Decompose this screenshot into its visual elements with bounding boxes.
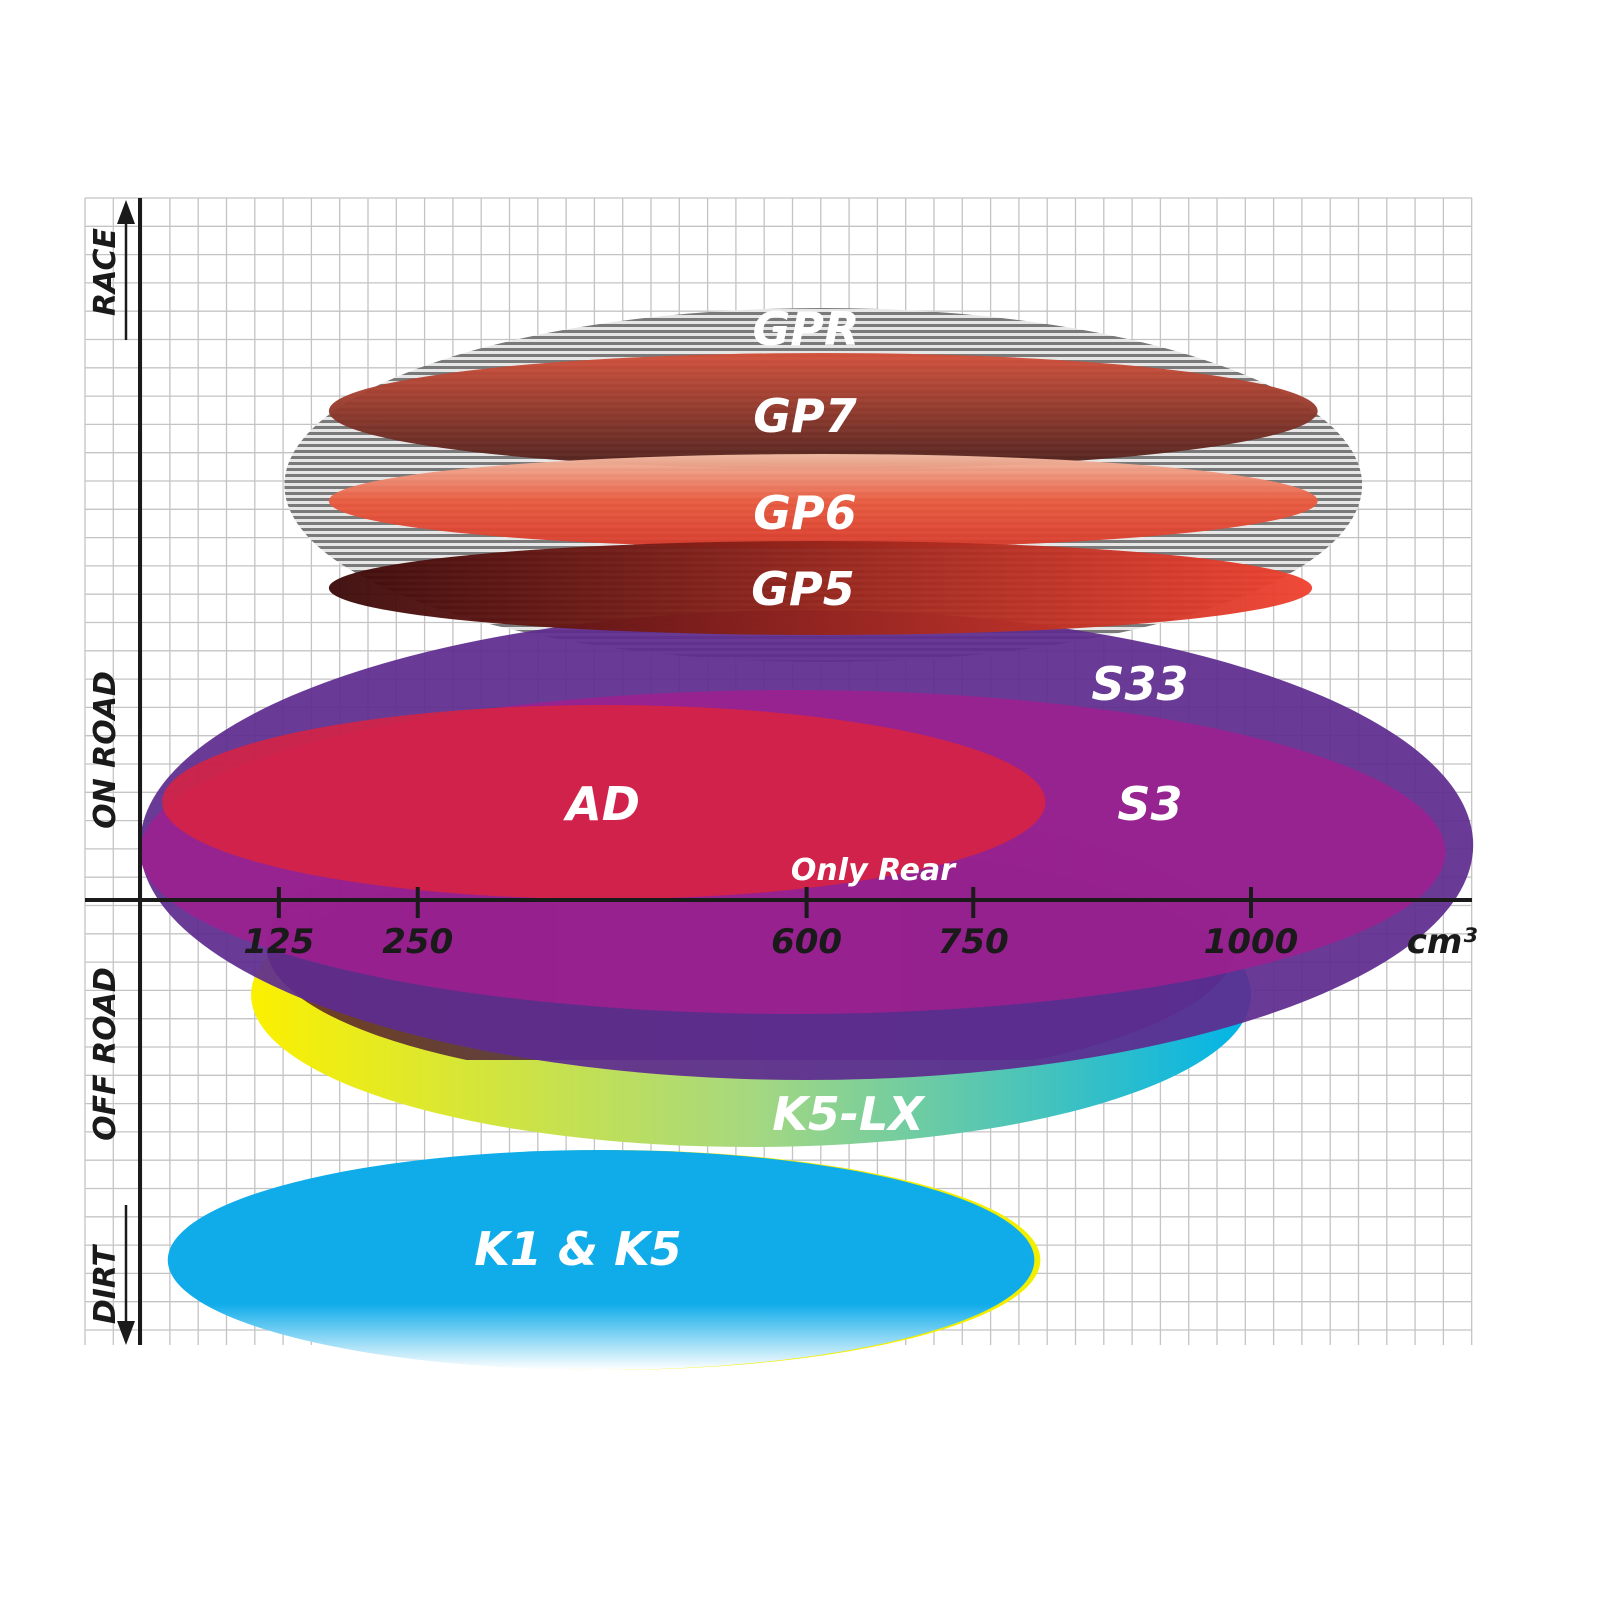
series-label-gp7: GP7 — [753, 389, 856, 443]
y-category-label-race: RACE — [88, 228, 123, 316]
x-tick-label: 750 — [938, 922, 1009, 962]
x-tick-label: 1000 — [1204, 922, 1299, 962]
series-label-k5-lx: K5-LX — [772, 1087, 926, 1141]
range-ellipse-gp5 — [328, 541, 1313, 635]
race-arrowhead-icon — [117, 200, 135, 224]
series-label-k1-k5: K1 & K5 — [474, 1222, 681, 1276]
x-tick-label: 250 — [382, 922, 453, 962]
x-axis-unit-label: cm³ — [1407, 922, 1478, 962]
series-label-gpr: GPR — [753, 302, 860, 356]
y-category-label-on-road: ON ROAD — [88, 671, 123, 829]
series-label-ad: AD — [563, 777, 640, 831]
x-tick-label: 600 — [771, 922, 842, 962]
dirt-arrowhead-icon — [117, 1321, 135, 1345]
range-ellipse-ad — [162, 705, 1046, 899]
series-label-s33: S33 — [1091, 657, 1188, 711]
series-label-s3: S3 — [1117, 777, 1182, 831]
x-tick-label: 125 — [243, 922, 314, 962]
range-ellipse-k1-k5 — [167, 1150, 1035, 1370]
range-ellipse-gp7 — [328, 353, 1318, 469]
series-label-gp5: GP5 — [751, 562, 854, 616]
y-category-label-off-road: OFF ROAD — [88, 967, 123, 1141]
range-ellipse-gp6 — [328, 454, 1318, 548]
series-label-gp6: GP6 — [753, 486, 856, 540]
y-category-label-dirt: DIRT — [88, 1243, 123, 1324]
annotation-only-rear: Only Rear — [791, 853, 957, 888]
